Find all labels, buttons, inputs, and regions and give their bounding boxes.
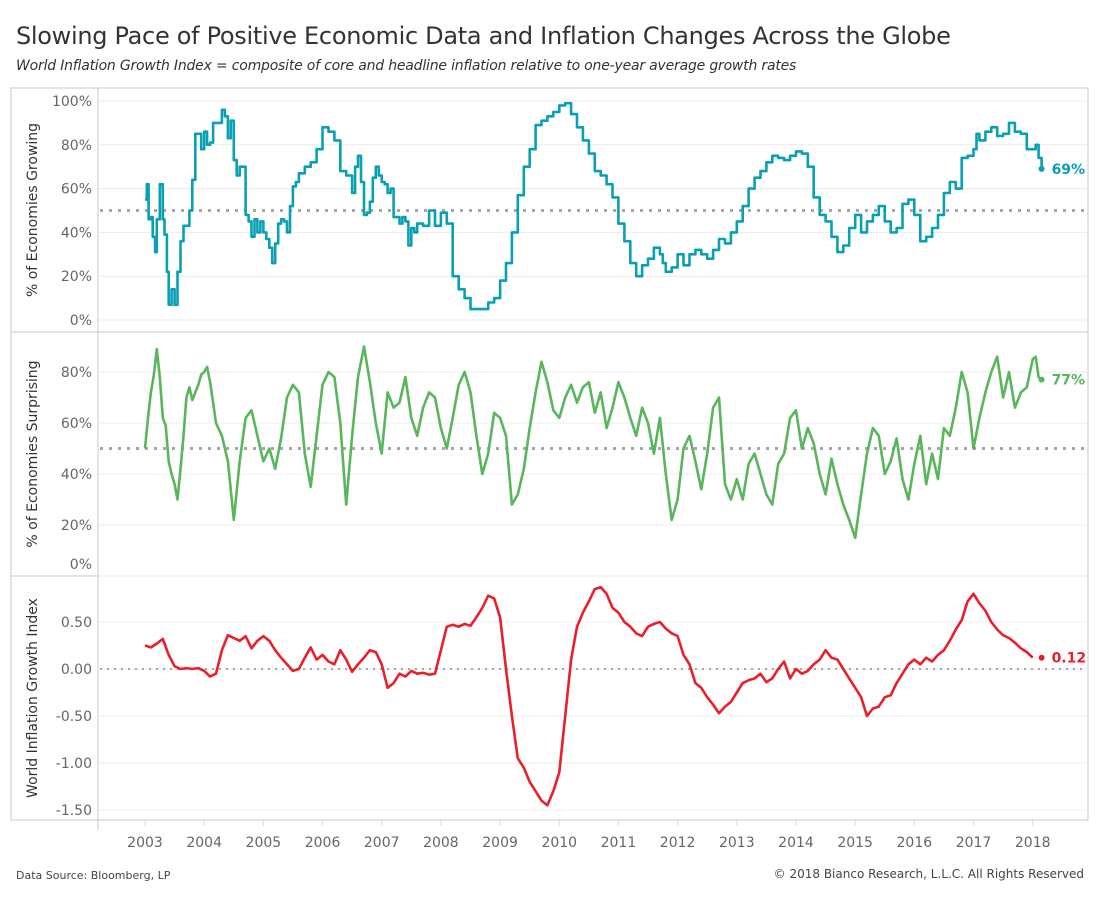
x-axis: 2003 2004 2005 2006 2007 2008 2009 2010 2011 2012… [127,820,1051,851]
y-tick-label: 100% [52,94,92,110]
copyright: © 2018 Bianco Research, L.L.C. All Right… [773,867,1084,881]
chart-title: Slowing Pace of Positive Economic Data a… [16,22,951,50]
end-value-label: 0.12 [1052,651,1087,667]
y-tick-label: 0.00 [61,662,92,678]
y-tick-label: 0.50 [61,615,92,631]
end-point [1038,165,1045,172]
y-tick-label: 60% [61,416,92,432]
series-line [144,585,1034,807]
x-tick-label: 2010 [541,835,577,851]
x-tick-label: 2009 [482,835,518,851]
y-axis-title: World Inflation Growth Index [25,598,41,798]
x-tick-label: 2011 [601,835,637,851]
y-tick-label: 80% [61,138,92,154]
y-tick-label: 40% [61,225,92,241]
panel-1: 0% 20% 40% 60% 80% 100% % of Economies Growing… [25,94,1087,329]
x-tick-label: 2015 [837,835,873,851]
y-tick-label: 40% [61,467,92,483]
end-point [1038,376,1045,383]
series-line [145,101,1043,311]
x-tick-label: 2003 [127,835,163,851]
x-tick-label: 2018 [1015,835,1051,851]
x-tick-label: 2006 [305,835,341,851]
panel-2: 0% 20% 40% 60% 80% % of Economies Surprising 7… [25,345,1087,577]
y-tick-label: -1.50 [56,803,92,819]
x-tick-label: 2017 [956,835,992,851]
x-tick-label: 2016 [897,835,933,851]
x-tick-label: 2007 [364,835,400,851]
x-tick-label: 2014 [778,835,814,851]
end-value-label: 69% [1052,162,1086,178]
y-tick-label: 60% [61,182,92,198]
y-axis-title: % of Economies Growing [25,123,41,297]
y-tick-label: 0% [70,557,92,573]
panel-3: -1.50 -1.00 -0.50 0.00 0.50 World Inflation G… [25,585,1087,819]
end-value-label: 77% [1052,373,1086,389]
x-tick-label: 2008 [423,835,459,851]
y-tick-label: -0.50 [56,709,92,725]
y-tick-label: 20% [61,269,92,285]
y-tick-label: 20% [61,518,92,534]
y-tick-label: 80% [61,365,92,381]
y-axis-title: % of Economies Surprising [25,360,41,547]
data-source: Data Source: Bloomberg, LP [16,869,171,882]
x-tick-label: 2005 [246,835,282,851]
series-line [143,345,1043,540]
y-tick-label: -1.00 [56,756,92,772]
x-tick-label: 2004 [186,835,222,851]
y-tick-label: 0% [70,313,92,329]
plot-frame [10,87,1089,821]
chart-subtitle: World Inflation Growth Index = composite… [16,58,797,74]
end-point [1038,654,1045,661]
x-tick-label: 2013 [719,835,755,851]
x-tick-label: 2012 [660,835,696,851]
